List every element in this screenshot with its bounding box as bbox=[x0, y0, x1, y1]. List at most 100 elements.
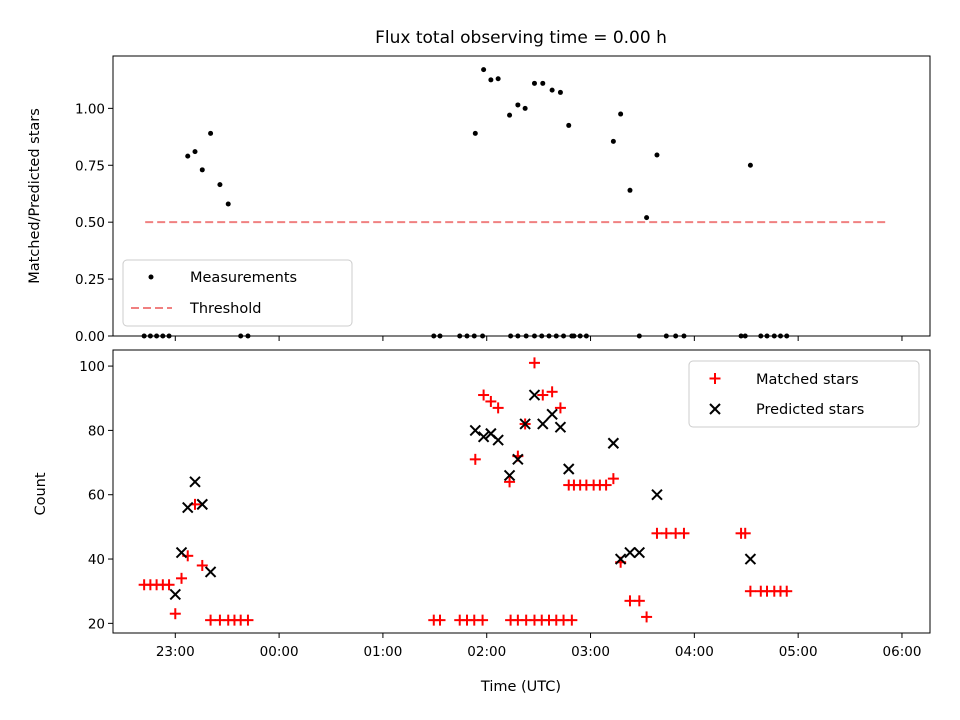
matched-star-point bbox=[176, 572, 188, 584]
bottom-x-tick-label: 05:00 bbox=[779, 644, 818, 660]
bottom-y-axis-label: Count bbox=[33, 472, 49, 515]
top-x-axis-ticks bbox=[174, 336, 903, 341]
legend-predicted-label: Predicted stars bbox=[756, 402, 864, 418]
matched-star-point bbox=[169, 608, 181, 620]
measurement-point bbox=[208, 130, 214, 136]
bottom-x-tick-label: 06:00 bbox=[883, 644, 922, 660]
matched-star-point bbox=[739, 527, 751, 539]
top-legend-box bbox=[122, 259, 353, 327]
top-plot-frame bbox=[112, 55, 931, 337]
matched-star-point bbox=[554, 402, 566, 414]
matched-star-point bbox=[196, 559, 208, 571]
bottom-plot-frame bbox=[112, 349, 931, 634]
legend-matched-label: Matched stars bbox=[756, 372, 859, 388]
bottom-y-tick-label: 100 bbox=[79, 359, 105, 375]
matched-star-point bbox=[660, 527, 672, 539]
top-y-tick-label: 1.00 bbox=[75, 101, 105, 117]
measurement-point bbox=[747, 162, 753, 168]
predicted-star-point bbox=[477, 431, 490, 443]
predicted-star-point bbox=[546, 408, 558, 421]
matched-star-point bbox=[478, 389, 490, 401]
bottom-x-tick-label: 02:00 bbox=[467, 644, 506, 660]
matched-star-point bbox=[242, 614, 254, 626]
top-y-tick-label: 0.75 bbox=[75, 158, 105, 174]
measurement-point bbox=[225, 201, 231, 207]
matched-star-point bbox=[600, 479, 612, 491]
matched-star-point bbox=[624, 595, 636, 607]
bottom-panel: Count Time (UTC) 20 40 60 80 100 23:00 00:00 0… bbox=[33, 349, 931, 695]
measurement-point bbox=[507, 112, 513, 118]
predicted-star-point bbox=[189, 476, 201, 488]
bottom-x-tick-label: 03:00 bbox=[571, 644, 610, 660]
top-legend: Measurements Threshold bbox=[122, 259, 353, 327]
matched-star-point bbox=[781, 585, 793, 597]
bottom-legend: Matched stars Predicted stars bbox=[688, 360, 920, 428]
measurement-point bbox=[472, 130, 478, 136]
bottom-plot-area bbox=[138, 357, 793, 626]
matched-star-point bbox=[504, 476, 516, 488]
matched-star-point bbox=[651, 527, 663, 539]
measurement-point bbox=[185, 153, 191, 159]
predicted-star-point bbox=[614, 553, 627, 565]
bottom-x-tick-label: 23:00 bbox=[156, 644, 195, 660]
predicted-star-point bbox=[633, 546, 646, 559]
measurement-point bbox=[192, 149, 198, 155]
top-y-tick-label: 0.25 bbox=[75, 272, 105, 288]
predicted-star-point bbox=[519, 418, 531, 430]
measurement-point bbox=[610, 138, 616, 144]
measurement-point bbox=[488, 77, 494, 83]
matched-star-point bbox=[434, 614, 446, 626]
predicted-star-point bbox=[651, 489, 663, 501]
legend-predicted-marker bbox=[709, 403, 721, 415]
measurement-point bbox=[515, 102, 521, 108]
predicted-star-point bbox=[563, 463, 575, 475]
bottom-y-tick-label: 20 bbox=[88, 616, 105, 632]
top-y-axis-label: Matched/Predicted stars bbox=[27, 108, 43, 284]
matched-star-point bbox=[469, 453, 481, 465]
matched-star-point bbox=[163, 579, 175, 591]
measurement-point bbox=[217, 182, 223, 188]
matched-star-point bbox=[546, 386, 558, 398]
top-y-tick-label: 0.50 bbox=[75, 215, 105, 231]
predicted-star-point bbox=[503, 469, 516, 482]
matched-star-point bbox=[607, 473, 619, 485]
measurement-point bbox=[618, 111, 624, 117]
predicted-star-point bbox=[169, 588, 181, 601]
legend-measurements-label: Measurements bbox=[190, 270, 297, 286]
measurement-point bbox=[566, 122, 572, 128]
measurement-point bbox=[644, 215, 650, 221]
predicted-star-point bbox=[469, 424, 482, 437]
predicted-star-point bbox=[196, 498, 208, 511]
predicted-star-point bbox=[554, 421, 567, 433]
measurement-point bbox=[531, 80, 537, 86]
measurement-point bbox=[557, 89, 563, 95]
bottom-x-axis-ticks: 23:00 00:00 01:00 02:00 03:00 04:00 05:00 06:00 bbox=[156, 633, 922, 660]
measurement-point bbox=[654, 152, 660, 158]
measurement-point bbox=[522, 105, 528, 111]
matched-star-point bbox=[492, 402, 504, 414]
predicted-star-point bbox=[492, 434, 504, 446]
measurement-point bbox=[481, 67, 487, 73]
legend-threshold-label: Threshold bbox=[189, 301, 261, 317]
bottom-y-tick-label: 40 bbox=[88, 552, 105, 568]
predicted-star-point bbox=[537, 418, 549, 430]
x-axis-label: Time (UTC) bbox=[480, 679, 561, 695]
predicted-star-point bbox=[744, 553, 757, 565]
bottom-x-tick-label: 01:00 bbox=[363, 644, 402, 660]
bottom-y-tick-label: 80 bbox=[88, 423, 105, 439]
measurement-point bbox=[549, 87, 555, 93]
bottom-legend-box bbox=[688, 360, 920, 428]
matched-star-point bbox=[537, 389, 549, 401]
bottom-x-tick-label: 00:00 bbox=[260, 644, 299, 660]
matched-star-point bbox=[641, 611, 653, 623]
predicted-star-point bbox=[512, 453, 524, 466]
matched-star-point bbox=[633, 595, 645, 607]
top-panel: Flux total observing time = 0.00 h Match… bbox=[27, 28, 931, 345]
matched-star-point bbox=[744, 585, 756, 597]
top-y-axis-ticks: 0.00 0.25 0.50 0.75 1.00 bbox=[75, 101, 113, 345]
bottom-x-tick-label: 04:00 bbox=[675, 644, 714, 660]
matched-star-point bbox=[477, 614, 489, 626]
measurement-point bbox=[495, 76, 501, 82]
